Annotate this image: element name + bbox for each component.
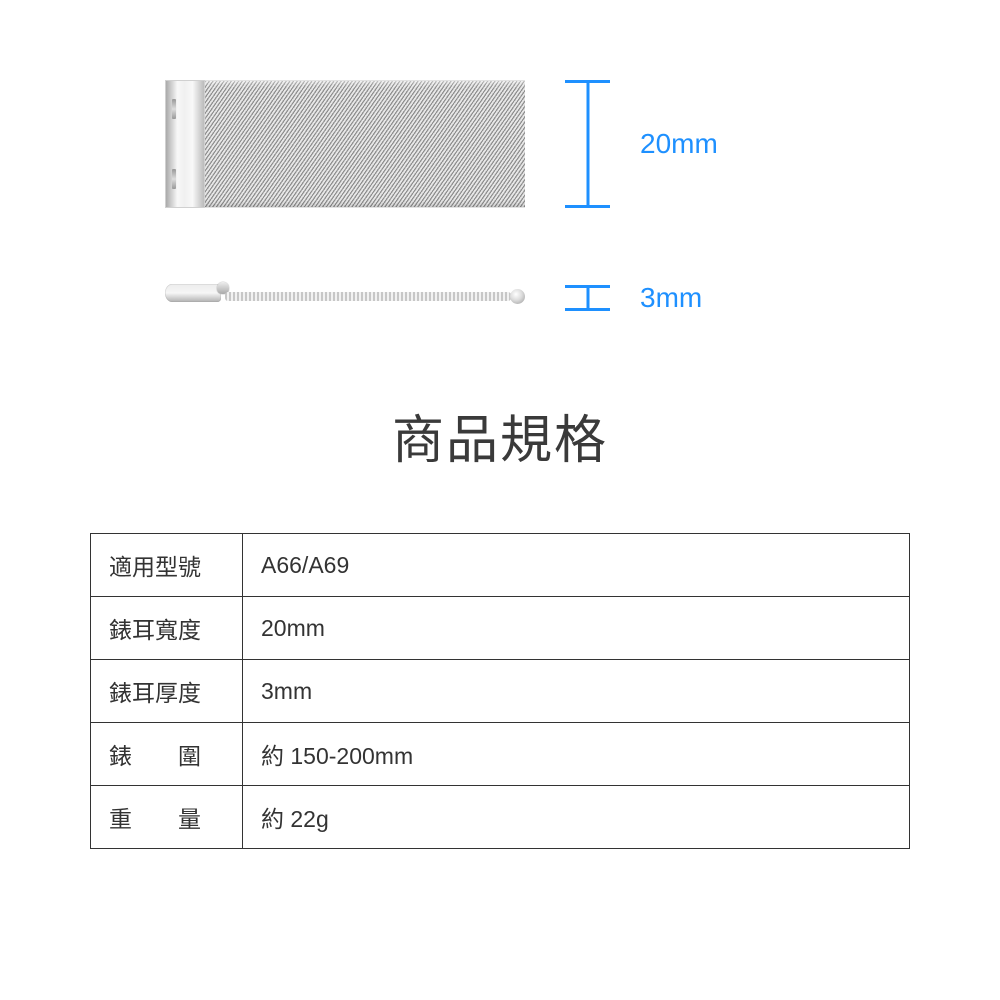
spec-value: 約 22g — [243, 786, 910, 849]
dimension-bracket-thickness: 3mm — [565, 282, 702, 314]
table-row: 錶耳厚度 3mm — [91, 660, 910, 723]
diagram-row-thickness: 3mm — [90, 278, 910, 318]
table-row: 重 量 約 22g — [91, 786, 910, 849]
spec-table: 適用型號 A66/A69 錶耳寬度 20mm 錶耳厚度 3mm 錶 圍 約 15… — [90, 533, 910, 849]
band-clasp-icon — [165, 80, 205, 208]
dimension-thickness-label: 3mm — [640, 282, 702, 314]
spec-title: 商品規格 — [90, 398, 910, 473]
watch-band-side-view — [165, 278, 525, 318]
spec-value: 約 150-200mm — [243, 723, 910, 786]
dimension-width-label: 20mm — [640, 128, 718, 160]
table-row: 適用型號 A66/A69 — [91, 534, 910, 597]
side-clasp-icon — [165, 284, 221, 302]
dimension-line-icon — [565, 285, 610, 311]
dimension-line-icon — [565, 80, 610, 208]
watch-band-top-view — [165, 80, 525, 208]
side-mesh-icon — [225, 292, 511, 301]
spec-value: 3mm — [243, 660, 910, 723]
table-row: 錶耳寬度 20mm — [91, 597, 910, 660]
diagram-row-width: 20mm — [90, 80, 910, 208]
table-row: 錶 圍 約 150-200mm — [91, 723, 910, 786]
side-end-cap-icon — [510, 289, 525, 304]
band-mesh-body-icon — [205, 80, 525, 208]
dimension-bracket-width: 20mm — [565, 80, 718, 208]
page-container: 20mm 3mm 商品規格 適用型號 A66/A69 錶耳寬度 20mm — [0, 0, 1000, 889]
spec-label: 重 量 — [91, 786, 243, 849]
spec-label: 錶 圍 — [91, 723, 243, 786]
spec-value: A66/A69 — [243, 534, 910, 597]
spec-label: 錶耳寬度 — [91, 597, 243, 660]
spec-label: 適用型號 — [91, 534, 243, 597]
spec-label: 錶耳厚度 — [91, 660, 243, 723]
spec-value: 20mm — [243, 597, 910, 660]
